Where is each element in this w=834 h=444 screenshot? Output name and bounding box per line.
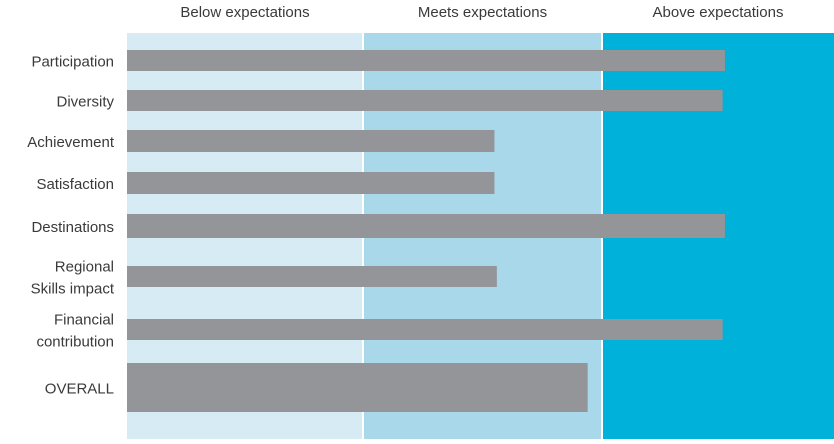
bar	[127, 50, 725, 71]
bar	[127, 172, 495, 194]
bar	[127, 319, 723, 340]
band-label-1: Below expectations	[180, 4, 309, 21]
category-label: Diversity	[56, 94, 114, 111]
band-label-3: Above expectations	[653, 4, 784, 21]
bar	[127, 266, 497, 287]
bar	[127, 130, 495, 152]
bars-layer	[127, 50, 725, 412]
category-label: Financial	[54, 312, 114, 329]
band-labels-layer: Below expectations Meets expectations Abov…	[180, 4, 783, 21]
category-label: contribution	[36, 334, 114, 351]
bar	[127, 90, 723, 111]
category-label: Skills impact	[31, 281, 115, 298]
category-label: Destinations	[31, 219, 114, 236]
category-label: Satisfaction	[36, 176, 114, 193]
band-label-2: Meets expectations	[418, 4, 547, 21]
category-label: OVERALL	[45, 381, 114, 398]
category-label: Achievement	[27, 134, 115, 151]
category-labels-layer: Participation Diversity Achievement Satisfa…	[27, 54, 115, 398]
category-label: Participation	[31, 54, 114, 71]
bar	[127, 363, 588, 412]
bar	[127, 214, 725, 238]
category-label: Regional	[55, 259, 114, 276]
